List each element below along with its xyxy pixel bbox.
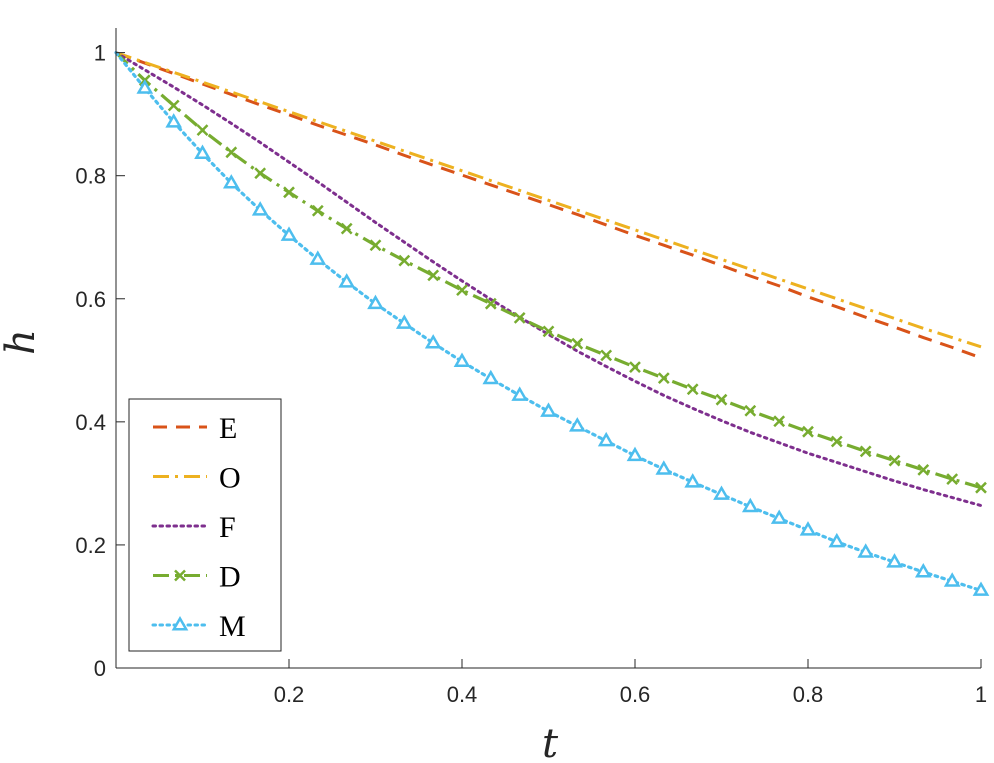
- marker-M-10: [395, 314, 413, 329]
- marker-M-4: [222, 174, 240, 189]
- marker-M-3: [194, 144, 211, 160]
- x-tick-label-3: 0.8: [793, 682, 824, 707]
- series-D: [114, 51, 987, 494]
- marker-M-26: [857, 543, 875, 558]
- legend-marker-M: [171, 615, 189, 631]
- legend-marker-D: [174, 569, 186, 582]
- series-line-F: [114, 51, 983, 508]
- y-tick-label-3: 0.6: [75, 287, 106, 312]
- marker-D-28: [917, 463, 930, 476]
- series-line-O: [115, 51, 982, 349]
- marker-D-8: [340, 222, 353, 235]
- marker-D-2: [167, 99, 180, 112]
- y-axis-label: h: [0, 329, 44, 355]
- x-axis-label: t: [542, 721, 559, 763]
- legend-item-D: D: [153, 561, 241, 594]
- marker-M-18: [626, 446, 644, 462]
- marker-D-29: [946, 473, 959, 485]
- legend-label-F: F: [219, 511, 236, 544]
- series-line-E: [115, 51, 982, 360]
- marker-D-15: [542, 325, 555, 338]
- marker-M-14: [511, 386, 529, 401]
- marker-M-20: [684, 473, 702, 488]
- marker-M-5: [251, 201, 269, 216]
- marker-M-27: [886, 553, 903, 568]
- axes-layer: 0.2 0.4 0.6 0.8 1 0 0.2 0.4 0.6 0.8 1: [75, 28, 987, 707]
- legend-item-M: M: [151, 610, 246, 643]
- marker-D-12: [456, 284, 468, 297]
- marker-M-12: [453, 352, 471, 368]
- marker-M-17: [597, 431, 615, 447]
- x-tick-label-2: 0.6: [620, 682, 651, 707]
- marker-M-15: [540, 402, 557, 417]
- legend-label-O: O: [219, 462, 241, 495]
- y-tick-label-4: 0.8: [75, 164, 106, 189]
- marker-M-23: [770, 509, 788, 524]
- marker-D-22: [744, 404, 757, 417]
- marker-M-1: [136, 79, 154, 94]
- marker-M-11: [424, 334, 442, 349]
- marker-D-11: [427, 269, 440, 282]
- marker-M-16: [568, 417, 586, 432]
- marker-D-6: [283, 186, 295, 199]
- series-F: [114, 51, 983, 508]
- marker-M-8: [338, 273, 356, 288]
- marker-M-6: [280, 226, 298, 241]
- legend-label-D: D: [219, 561, 241, 594]
- marker-D-30: [975, 481, 987, 494]
- x-tick-label-1: 0.4: [447, 682, 478, 707]
- marker-M-7: [309, 250, 327, 265]
- marker-D-19: [657, 372, 670, 385]
- marker-D-24: [802, 425, 814, 438]
- y-tick-label-0: 0: [94, 656, 106, 681]
- marker-M-21: [713, 485, 730, 500]
- marker-D-23: [773, 415, 786, 428]
- legend-item-O: O: [153, 462, 241, 495]
- legend-item-E: E: [153, 412, 237, 445]
- marker-D-18: [629, 361, 641, 373]
- marker-D-16: [571, 337, 584, 350]
- legend-item-F: F: [151, 511, 236, 544]
- marker-M-9: [367, 294, 384, 310]
- marker-M-30: [972, 581, 990, 596]
- y-tick-label-2: 0.4: [75, 410, 106, 435]
- marker-M-28: [914, 562, 932, 578]
- marker-M-25: [828, 532, 846, 548]
- legend-label-M: M: [219, 610, 246, 643]
- x-tick-label-4: 1: [975, 682, 987, 707]
- marker-D-21: [715, 393, 728, 406]
- marker-D-27: [888, 454, 901, 467]
- x-tick-label-0: 0.2: [274, 682, 305, 707]
- marker-M-2: [165, 113, 183, 128]
- y-tick-label-1: 0.2: [75, 533, 106, 558]
- marker-M-29: [943, 572, 961, 587]
- marker-D-25: [830, 435, 843, 448]
- series-E: [115, 51, 982, 360]
- marker-M-24: [799, 521, 817, 536]
- series-M: [114, 51, 990, 596]
- marker-M-19: [655, 460, 673, 475]
- marker-D-10: [398, 254, 411, 267]
- marker-D-20: [686, 383, 699, 396]
- y-tick-label-5: 1: [94, 41, 106, 66]
- series-O: [115, 51, 982, 349]
- marker-D-7: [311, 204, 324, 217]
- marker-D-9: [369, 239, 382, 252]
- marker-D-4: [225, 146, 238, 159]
- marker-D-5: [254, 167, 267, 180]
- marker-M-13: [482, 369, 500, 385]
- marker-M-22: [741, 497, 759, 513]
- marker-D-14: [513, 311, 526, 324]
- legend-label-E: E: [219, 412, 237, 445]
- series-layer: [114, 51, 990, 596]
- marker-D-3: [196, 124, 209, 137]
- marker-D-17: [600, 349, 613, 362]
- marker-D-26: [859, 445, 872, 458]
- marker-D-13: [484, 297, 497, 310]
